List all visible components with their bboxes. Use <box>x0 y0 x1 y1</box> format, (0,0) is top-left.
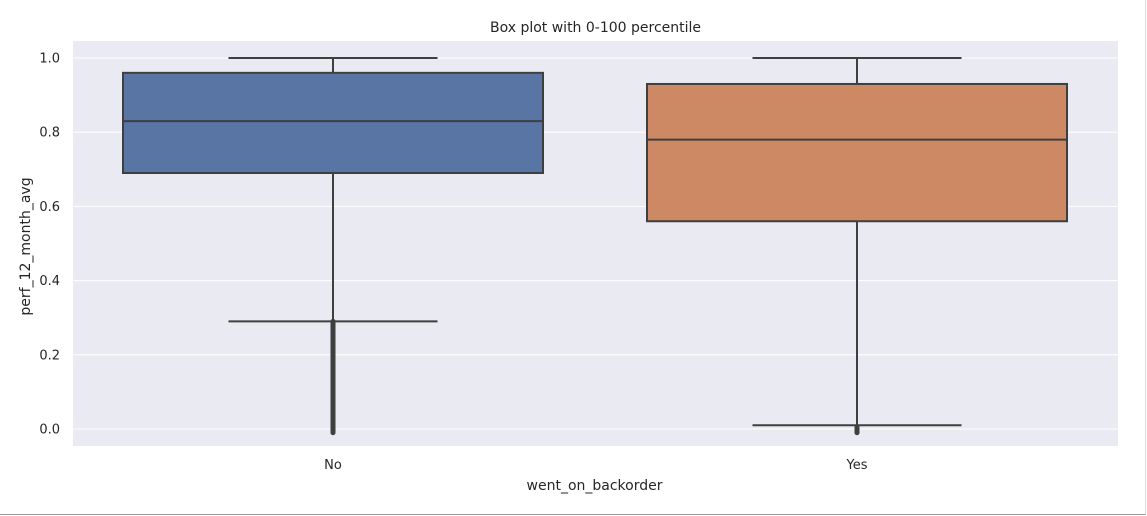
boxes <box>122 57 1068 436</box>
y-axis-ticks: 0.0 0.2 0.4 0.6 0.8 1.0 <box>39 52 60 438</box>
iqr-box <box>122 71 544 175</box>
y-tick-label: 0.6 <box>39 200 60 215</box>
y-tick-label: 0.4 <box>39 274 60 289</box>
y-tick-label: 1.0 <box>39 52 60 67</box>
x-tick-label: Yes <box>846 458 868 473</box>
y-tick-label: 0.8 <box>39 126 60 141</box>
y-tick-label: 0.2 <box>39 348 60 363</box>
x-tick-label: No <box>324 458 342 473</box>
x-axis-ticks: No Yes <box>324 458 868 473</box>
chart-title: Box plot with 0-100 percentile <box>490 20 701 36</box>
box-no <box>122 57 544 436</box>
y-axis-title: perf_12_month_avg <box>18 177 34 315</box>
iqr-box <box>646 82 1068 223</box>
x-axis-title: went_on_backorder <box>527 478 663 494</box>
box-yes <box>646 57 1068 436</box>
y-tick-label: 0.0 <box>39 423 60 438</box>
